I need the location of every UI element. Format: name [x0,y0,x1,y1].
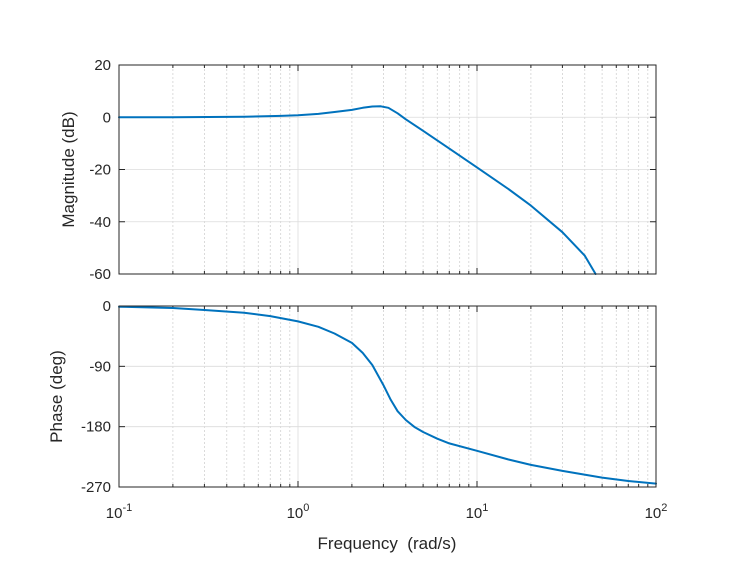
x-tick-label: 101 [466,502,489,522]
magnitude-axes: 20 0 -20 -40 -60 Magnitude (dB) [59,57,657,283]
x-axis-label: Frequency (rad/s) [318,534,457,553]
x-tick-labels: 10-1 100 101 102 [106,502,668,522]
x-tick-label: 102 [645,502,668,522]
magnitude-y-tick-label: -20 [89,162,111,179]
phase-plot-area [119,306,656,487]
phase-y-tick-labels: 0 -90 -180 -270 [81,298,111,496]
magnitude-y-tick-label: 0 [103,109,111,126]
magnitude-y-axis-label: Magnitude (dB) [59,111,78,227]
magnitude-axes-box [118,64,657,275]
magnitude-y-tick-label: -60 [89,266,111,283]
phase-axes: 0 -90 -180 -270 Phase (deg) [47,298,657,496]
phase-y-axis-label: Phase (deg) [47,350,66,443]
magnitude-y-tick-label: 20 [94,57,111,74]
magnitude-curve [118,105,597,275]
x-tick-label: 100 [287,502,310,522]
phase-y-tick-label: -270 [81,479,111,496]
phase-y-tick-label: -90 [89,358,111,375]
magnitude-y-tick-labels: 20 0 -20 -40 -60 [89,57,111,283]
phase-axes-box [118,305,657,488]
magnitude-y-tick-label: -40 [89,214,111,231]
x-tick-label: 10-1 [106,502,132,522]
phase-y-tick-label: -180 [81,419,111,436]
phase-y-tick-label: 0 [103,298,111,315]
phase-curve [118,305,657,485]
